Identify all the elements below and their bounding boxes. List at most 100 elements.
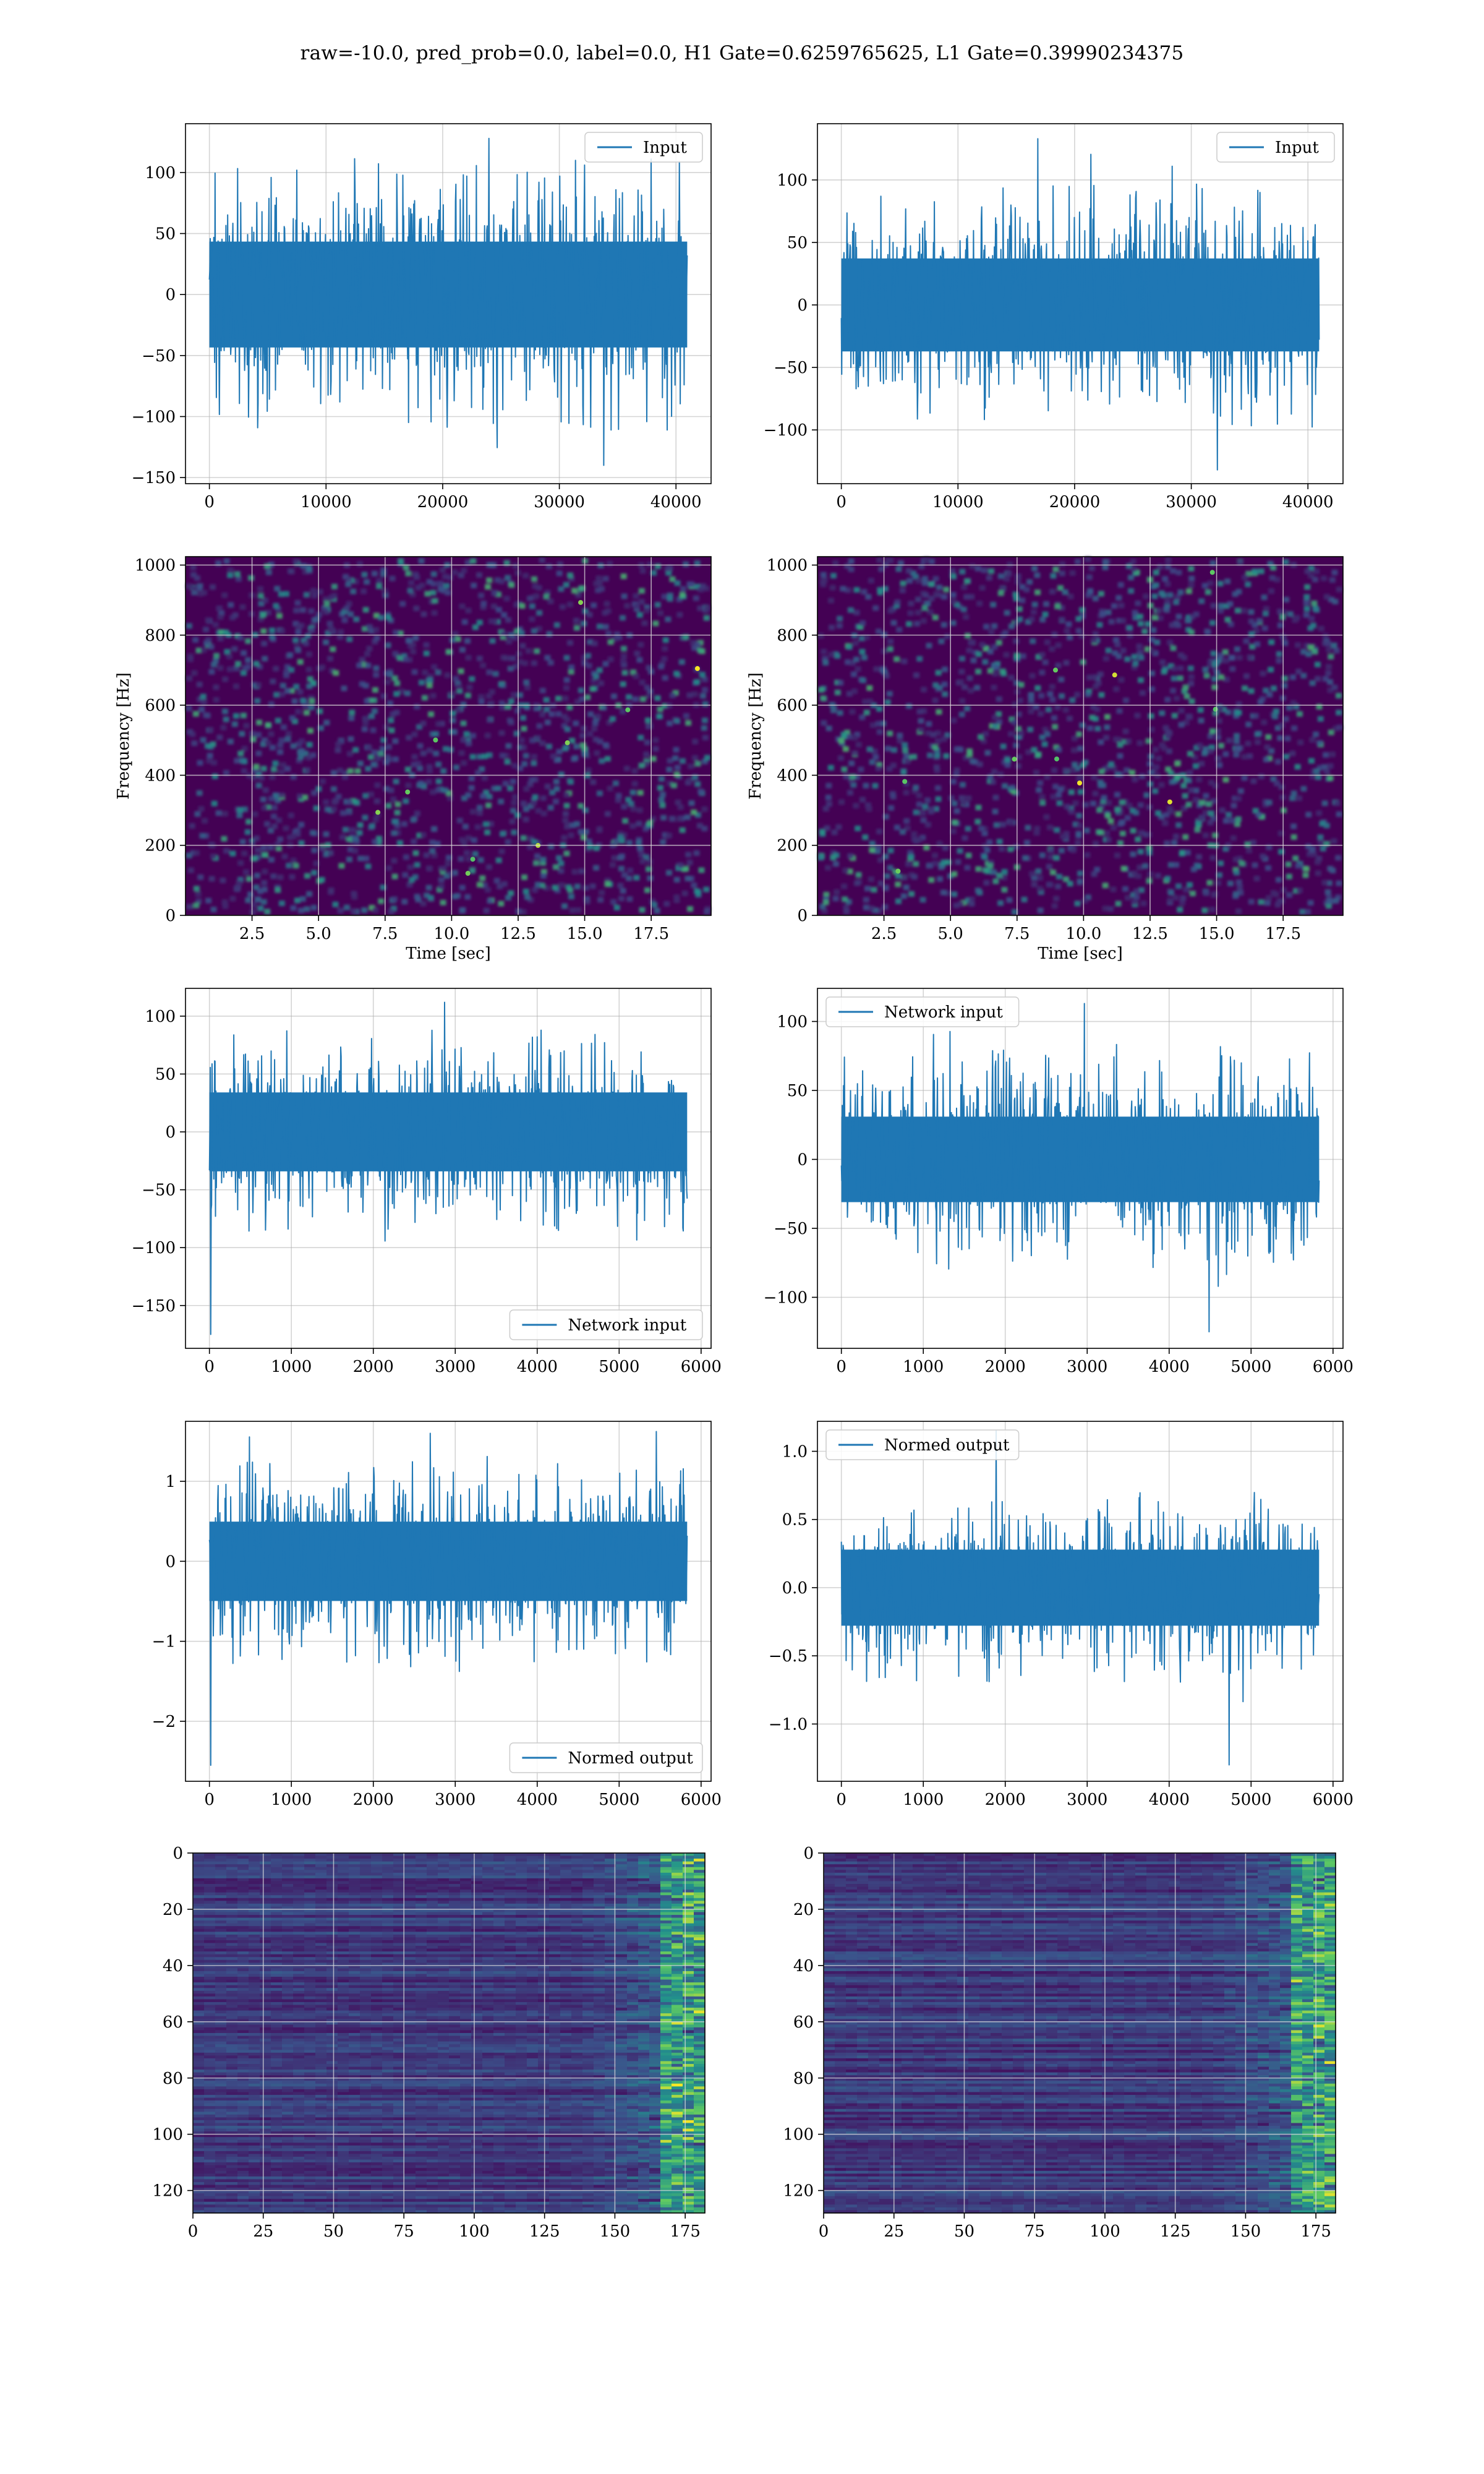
feature-cell — [338, 1912, 349, 1915]
power-cell — [535, 626, 542, 632]
power-cell — [645, 717, 651, 724]
power-cell — [303, 641, 309, 646]
power-cell — [495, 607, 502, 613]
feature-cell — [226, 1934, 238, 1938]
power-cell — [1329, 577, 1336, 583]
power-cell — [644, 740, 650, 745]
power-cell — [638, 599, 645, 605]
feature-cell — [571, 1856, 583, 1859]
power-cell — [553, 786, 560, 792]
feature-cell — [326, 1903, 338, 1907]
feature-cell — [193, 1928, 205, 1932]
feature-cell — [326, 1884, 338, 1888]
power-cell — [239, 730, 245, 737]
power-cell — [1201, 907, 1208, 914]
power-cell — [1122, 738, 1128, 745]
power-cell — [1050, 870, 1056, 875]
power-cell — [963, 594, 970, 600]
power-cell — [1188, 787, 1195, 793]
feature-cell — [505, 1920, 516, 1924]
power-cell — [901, 658, 908, 664]
power-cell — [988, 629, 995, 635]
feature-cell — [649, 1946, 661, 1950]
power-cell — [505, 839, 511, 845]
feature-cell — [371, 1884, 383, 1888]
power-cell — [683, 561, 689, 567]
power-cell — [412, 850, 419, 856]
power-cell — [1013, 742, 1020, 748]
feature-cell — [460, 1861, 472, 1865]
feature-cell — [204, 1878, 216, 1882]
power-cell — [1333, 648, 1340, 654]
feature-cell — [560, 1923, 572, 1927]
power-cell — [546, 631, 553, 637]
power-cell — [834, 889, 840, 895]
power-cell — [239, 604, 246, 610]
feature-cell — [694, 1912, 706, 1915]
feature-cell — [549, 1920, 561, 1924]
power-cell — [1001, 759, 1008, 765]
power-cell — [511, 800, 518, 806]
power-cell — [215, 810, 222, 816]
power-cell — [1047, 881, 1054, 888]
power-cell — [442, 573, 449, 580]
power-cell — [354, 839, 360, 845]
feature-cell — [649, 1895, 661, 1899]
feature-cell — [237, 1926, 249, 1930]
feature-cell — [582, 1943, 594, 1946]
power-cell — [278, 737, 285, 743]
y-tick-label: −50 — [142, 347, 176, 366]
power-cell — [928, 596, 935, 602]
feature-cell — [616, 1864, 628, 1868]
power-cell — [1326, 899, 1333, 905]
feature-cell — [226, 1928, 238, 1932]
power-cell — [1091, 674, 1098, 680]
feature-cell — [505, 1926, 516, 1930]
power-cell — [1013, 596, 1020, 602]
power-cell — [1058, 847, 1065, 854]
power-cell — [958, 795, 965, 801]
power-cell — [1237, 788, 1244, 794]
power-cell — [1092, 790, 1099, 797]
power-cell — [1136, 643, 1143, 649]
power-cell — [628, 801, 634, 807]
power-cell — [889, 791, 896, 797]
feature-cell — [672, 1940, 683, 1944]
power-cell — [1153, 764, 1160, 770]
power-cell — [1271, 685, 1277, 691]
power-cell — [409, 591, 416, 597]
power-cell — [346, 601, 352, 607]
feature-cell — [204, 1881, 216, 1885]
power-cell — [1196, 742, 1203, 748]
feature-cell — [538, 1878, 550, 1882]
power-cell — [828, 597, 834, 604]
power-cell — [290, 834, 297, 840]
feature-cell — [382, 1915, 394, 1919]
power-cell — [1124, 656, 1131, 662]
feature-cell — [427, 1892, 438, 1896]
feature-cell — [304, 1912, 316, 1915]
power-cell — [831, 829, 838, 836]
power-cell — [430, 581, 437, 587]
feature-cell — [594, 1870, 605, 1873]
feature-cell — [449, 1948, 461, 1952]
feature-cell — [449, 1923, 461, 1927]
power-cell — [500, 634, 506, 640]
power-cell — [476, 572, 483, 578]
feature-cell — [349, 1937, 360, 1941]
power-cell — [1148, 636, 1155, 643]
feature-cell — [660, 1875, 672, 1879]
power-cell — [1117, 742, 1124, 748]
feature-cell — [471, 1923, 483, 1927]
power-cell — [391, 873, 398, 880]
power-cell — [573, 721, 579, 726]
feature-cell — [438, 1898, 450, 1901]
power-cell — [213, 684, 220, 690]
power-cell — [1118, 677, 1125, 683]
power-cell — [1015, 726, 1022, 732]
power-cell — [327, 656, 333, 662]
power-cell — [328, 627, 335, 632]
feature-cell — [493, 1943, 505, 1946]
feature-cell — [527, 1940, 539, 1944]
power-cell — [686, 860, 693, 865]
